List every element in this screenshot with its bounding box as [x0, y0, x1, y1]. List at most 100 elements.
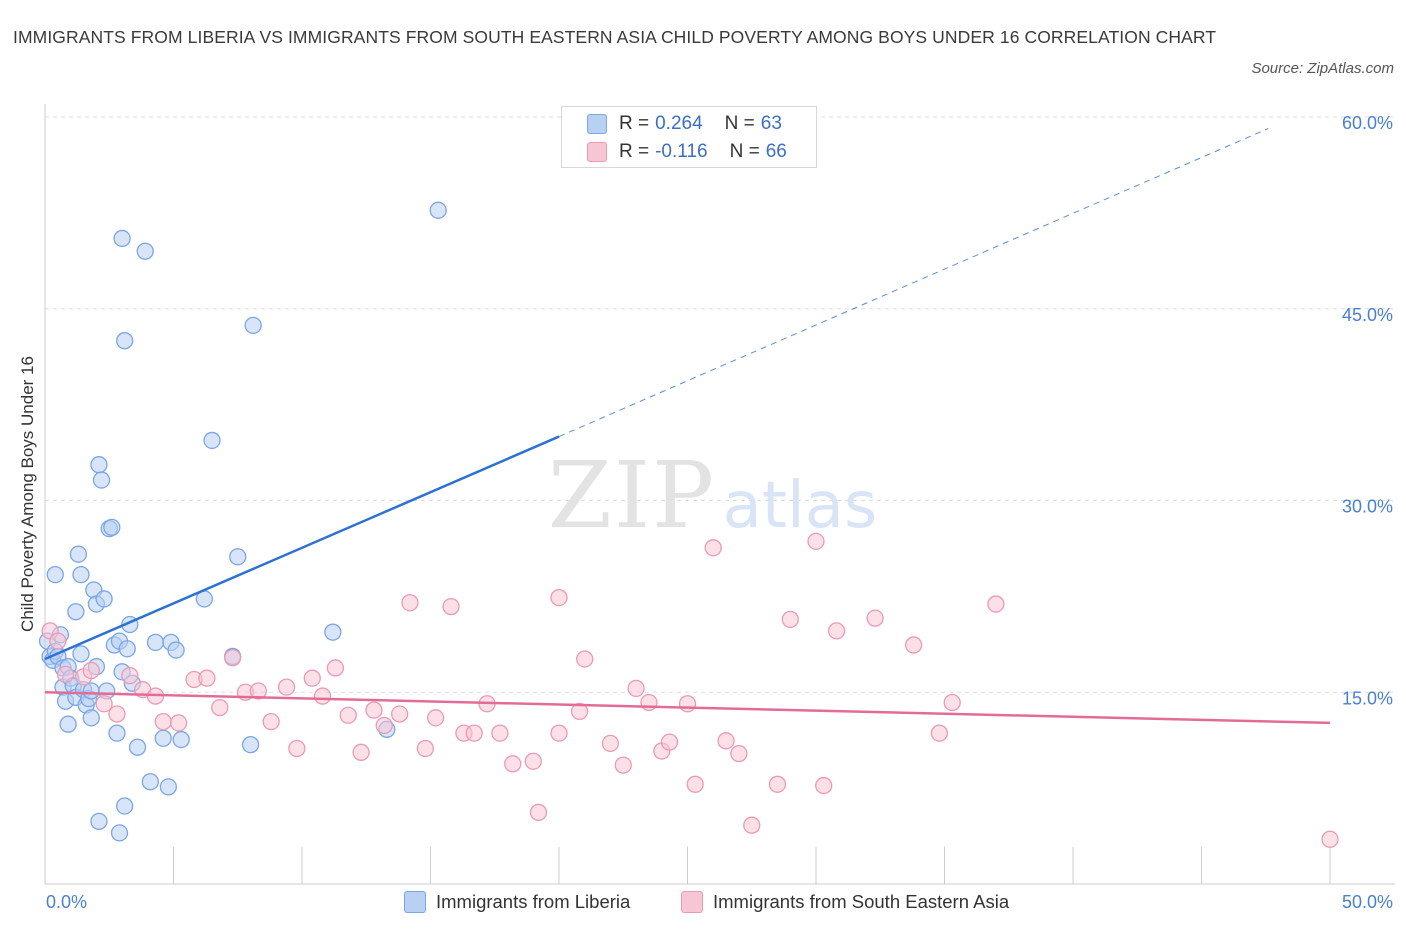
sea-point — [504, 755, 522, 773]
correlation-legend: R = 0.264 N = 63 R = -0.116 N = 66 — [561, 106, 817, 168]
sea-point — [401, 594, 419, 612]
sea-point — [313, 687, 332, 705]
liberia-point — [113, 229, 131, 248]
sea-point — [768, 775, 787, 793]
x-tick-label: 0.0% — [46, 892, 87, 912]
sea-point — [781, 610, 799, 629]
liberia-point — [172, 730, 190, 749]
sea-point — [491, 724, 509, 742]
y-tick-label: 30.0% — [1342, 497, 1393, 517]
liberia-point — [46, 565, 64, 584]
sea-swatch — [587, 142, 607, 162]
liberia-swatch — [587, 114, 607, 134]
liberia-point — [116, 797, 134, 815]
liberia-point — [128, 738, 147, 756]
legend-row-sea: R = -0.116 N = 66 — [587, 140, 787, 164]
sea-point — [121, 666, 139, 685]
sea-point — [198, 669, 216, 687]
sea-point — [326, 659, 345, 677]
liberia-point — [203, 431, 221, 450]
sea-point — [223, 649, 242, 667]
liberia-point — [116, 332, 134, 350]
sea-point — [660, 733, 679, 751]
sea-point — [108, 705, 126, 723]
sea-point — [627, 679, 645, 698]
n-value: 63 — [760, 113, 782, 134]
sea-point — [465, 724, 483, 742]
sea-point — [943, 693, 961, 712]
sea-point — [82, 661, 100, 680]
sea-point — [550, 724, 568, 742]
sea-point — [49, 632, 67, 650]
sea-point — [352, 743, 370, 761]
sea-point — [277, 678, 296, 696]
sea-point — [95, 695, 113, 713]
liberia-point — [241, 736, 260, 754]
sea-point — [56, 665, 75, 684]
r-value: -0.116 — [655, 141, 708, 162]
liberia-point — [141, 773, 160, 791]
liberia-point — [229, 548, 247, 566]
n-label: N = — [729, 141, 760, 162]
sea-point — [339, 706, 357, 724]
sea-point — [730, 744, 748, 763]
liberia-point — [67, 603, 85, 621]
liberia-point — [146, 633, 165, 652]
sea-point — [303, 669, 321, 687]
sea-point — [866, 609, 884, 627]
legend-item-liberia: Immigrants from Liberia — [404, 888, 630, 916]
n-value: 66 — [765, 141, 787, 162]
axes — [44, 104, 1395, 885]
sea-point — [1321, 830, 1339, 848]
sea-point — [576, 650, 594, 668]
sea-point — [524, 752, 542, 770]
liberia-point — [167, 641, 185, 659]
liberia-point — [90, 456, 108, 474]
x-tick-label: 50.0% — [1342, 892, 1393, 912]
sea-point — [211, 698, 229, 717]
legend-label-liberia: Immigrants from Liberia — [436, 891, 631, 912]
r-label: R = — [619, 113, 650, 134]
r-label: R = — [619, 141, 650, 162]
liberia-point — [72, 565, 90, 584]
sea-point — [262, 713, 280, 731]
legend-row-liberia: R = 0.264 N = 63 — [587, 112, 782, 136]
liberia-point — [92, 471, 111, 489]
sea-point — [678, 695, 697, 713]
liberia-trend-line — [44, 435, 560, 661]
liberia-point — [154, 729, 172, 747]
sea-point — [930, 724, 949, 742]
sea-point — [169, 714, 188, 732]
liberia-point — [59, 715, 77, 733]
liberia-point — [136, 242, 154, 260]
liberia-point — [69, 545, 88, 563]
liberia-point — [429, 201, 447, 219]
sea-point — [601, 734, 620, 753]
y-tick-label: 60.0% — [1342, 113, 1393, 133]
chart-title: IMMIGRANTS FROM LIBERIA VS IMMIGRANTS FR… — [13, 27, 1217, 47]
sea-point — [416, 739, 435, 758]
sea-point — [288, 739, 306, 758]
y-tick-label: 15.0% — [1342, 688, 1393, 708]
liberia-point — [110, 824, 129, 842]
sea-point — [614, 756, 632, 774]
liberia-point — [95, 590, 113, 608]
sea-point — [570, 702, 589, 721]
sea-point — [442, 597, 460, 616]
tick-labels: 15.0% 30.0% 45.0% 60.0% 0.0% 50.0% — [46, 113, 1393, 912]
source-label: Source: ZipAtlas.com — [1251, 60, 1394, 77]
data-points — [38, 201, 1339, 848]
legend-item-sea: Immigrants from South Eastern Asia — [681, 888, 1009, 916]
watermark-atlas: atlas — [723, 469, 878, 543]
sea-point — [375, 716, 393, 735]
sea-point — [807, 532, 825, 551]
liberia-point — [108, 724, 126, 742]
sea-point — [704, 539, 722, 557]
r-value: 0.264 — [655, 113, 703, 134]
sea-point — [640, 693, 658, 712]
sea-legend-swatch — [681, 891, 703, 913]
trend-lines — [44, 128, 1331, 725]
n-label: N = — [724, 113, 755, 134]
grid-lines — [45, 116, 1395, 693]
